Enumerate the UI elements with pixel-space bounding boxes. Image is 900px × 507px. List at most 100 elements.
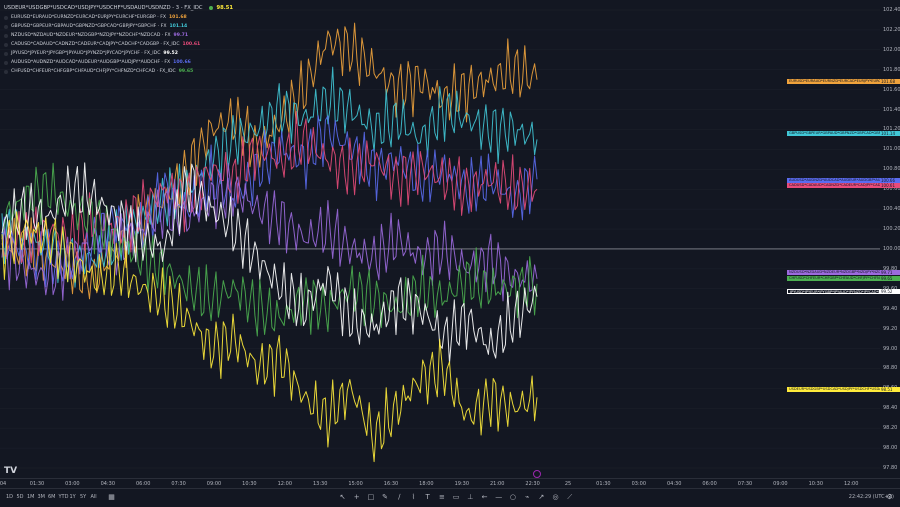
- series-icon: [4, 69, 8, 74]
- series-line: [1, 211, 538, 463]
- tradingview-logo[interactable]: TV: [4, 466, 18, 476]
- pin-icon[interactable]: ◎: [552, 493, 559, 501]
- y-tick-label: 101.60: [883, 86, 900, 93]
- series-icon: [4, 51, 8, 56]
- legend-value: 99.52: [163, 51, 178, 56]
- series-price-value: 100.61: [880, 182, 900, 188]
- x-tick-label: 04:30: [666, 481, 682, 487]
- x-tick-label: 04:30: [100, 481, 116, 487]
- x-tick-label: 07:30: [737, 481, 753, 487]
- pencil-icon[interactable]: ✎: [382, 493, 389, 501]
- series-icon: [4, 60, 8, 65]
- x-tick-label: 12:00: [843, 481, 859, 487]
- series-price-value: 101.68: [880, 78, 900, 84]
- polyline-icon[interactable]: ⌁: [524, 493, 530, 501]
- series-price-value: 101.14: [880, 130, 900, 136]
- series-price-label: CHFUSD*CHFEUR*CHFGBP*CHFAUD*CHFJPY*CHFNZ…: [787, 275, 880, 281]
- range-5d[interactable]: 5D: [16, 494, 24, 500]
- range-5y[interactable]: 5Y: [80, 494, 87, 500]
- chart-title-row: USDEUR*USDGBP*USDCAD*USDJPY*USDCHF*USDAU…: [4, 3, 233, 13]
- legend-item[interactable]: EURUSD*EURAUD*EURNZD*EURCAD*EURJPY*EURCH…: [4, 13, 233, 22]
- legend-item[interactable]: NZDUSD*NZDAUD*NZDEUR*NZDGBP*NZDJPY*NZDCH…: [4, 31, 233, 40]
- range-1y[interactable]: 1Y: [69, 494, 76, 500]
- chart-title-value: 98.51: [216, 5, 233, 11]
- legend-name: EURUSD*EURAUD*EURNZD*EURCAD*EURJPY*EURCH…: [11, 15, 166, 20]
- legend-name: JPYUSD*JPYEUR*JPYGBP*JPYAUD*JPYNZD*JPYCA…: [11, 51, 161, 56]
- y-tick-label: 100.00: [883, 245, 900, 252]
- measure-icon[interactable]: ⊥: [467, 493, 474, 501]
- text-icon[interactable]: T: [425, 493, 430, 501]
- clock[interactable]: 22:42:29 (UTC+2): [848, 494, 894, 500]
- series-price-label: NZDUSD*NZDAUD*NZDEUR*NZDGBP*NZDJPY*NZDCH…: [787, 269, 880, 275]
- time-axis[interactable]: 04 01:30 03:00 04:30 06:00 07:30 09:00 10:30 12:…: [0, 478, 900, 489]
- bottom-toolbar: 22:42:29 (UTC+2) 1D 5D 1M 3M 6M YTD 1Y 5Y All ▦ ↖ +…: [0, 488, 900, 507]
- y-tick-label: 99.80: [883, 266, 897, 272]
- legend-item[interactable]: CADUSD*CADAUD*CADNZD*CADEUR*CADJPY*CADCH…: [4, 40, 233, 49]
- legend-value: 100.66: [173, 60, 191, 65]
- price-axis[interactable]: 102.40 102.20 102.00 101.80 101.60 101.40 101.…: [880, 0, 900, 478]
- brush-icon[interactable]: ∕: [398, 493, 401, 501]
- series-icon: [4, 33, 8, 38]
- y-tick-label: 98.40: [883, 405, 898, 412]
- range-3m[interactable]: 3M: [37, 494, 46, 500]
- x-tick-label: 09:00: [206, 481, 222, 487]
- x-tick-label: 07:30: [171, 481, 186, 487]
- channel-icon[interactable]: ▭: [452, 493, 460, 501]
- x-tick-label: 13:30: [312, 481, 328, 487]
- series-price-label: JPYUSD*JPYEUR*JPYGBP*JPYAUD*JPYNZD*JPYCA…: [787, 288, 880, 294]
- y-tick-label: 100.80: [883, 166, 900, 173]
- ruler-icon[interactable]: ⟋: [567, 493, 573, 501]
- range-1m[interactable]: 1M: [27, 494, 35, 500]
- series-icon: [4, 24, 8, 29]
- path-icon[interactable]: ⌇: [411, 493, 416, 501]
- legend-value: 101.68: [168, 15, 187, 20]
- range-ytd[interactable]: YTD: [58, 494, 69, 500]
- x-tick-label: 04: [0, 481, 7, 487]
- y-tick-label: 101.80: [883, 66, 900, 73]
- y-tick-label: 99.40: [883, 305, 898, 312]
- calendar-icon[interactable]: ▦: [108, 493, 115, 501]
- trend-icon[interactable]: ↗: [538, 493, 545, 501]
- series-price-value: 99.65: [880, 275, 900, 281]
- settings-icon[interactable]: ⚙: [886, 493, 893, 501]
- x-tick-label: 16:30: [383, 481, 399, 487]
- y-tick-label: 100.40: [883, 206, 900, 213]
- x-tick-label: 21:00: [489, 481, 505, 487]
- legend-item[interactable]: JPYUSD*JPYEUR*JPYGBP*JPYAUD*JPYNZD*JPYCA…: [4, 49, 233, 58]
- legend-item[interactable]: AUDUSD*AUDNZD*AUDCAD*AUDEUR*AUDGBP*AUDJP…: [4, 58, 233, 67]
- range-6m[interactable]: 6M: [48, 494, 56, 500]
- x-tick-label: 03:00: [65, 481, 80, 487]
- x-tick-label: 19:30: [454, 481, 470, 487]
- visibility-icon[interactable]: [208, 6, 213, 10]
- y-tick-label: 101.00: [883, 146, 900, 153]
- circle-icon[interactable]: ○: [509, 493, 516, 501]
- x-tick-label: 25: [564, 481, 572, 487]
- fib-icon[interactable]: ≡: [438, 493, 445, 501]
- x-tick-label: 22:30: [525, 481, 540, 487]
- range-1d[interactable]: 1D: [6, 494, 14, 500]
- crosshair-icon[interactable]: +: [353, 493, 360, 501]
- legend-item[interactable]: GBPUSD*GBPEUR*GBPAUD*GBPNZD*GBPCAD*GBPJP…: [4, 22, 233, 31]
- series-price-label: EURUSD*EURAUD*EURNZD*EURCAD*EURJPY*EURCH…: [787, 78, 880, 84]
- legend-item[interactable]: CHFUSD*CHFEUR*CHFGBP*CHFAUD*CHFJPY*CHFNZ…: [4, 67, 233, 76]
- rectangle-icon[interactable]: □: [367, 493, 375, 501]
- x-tick-label: 09:00: [773, 481, 788, 487]
- y-tick-label: 98.80: [883, 365, 898, 372]
- legend-name: AUDUSD*AUDNZD*AUDCAD*AUDEUR*AUDGBP*AUDJP…: [11, 60, 171, 65]
- cursor-icon[interactable]: ↖: [339, 493, 346, 501]
- line-icon[interactable]: —: [495, 493, 503, 501]
- y-tick-label: 101.20: [883, 126, 900, 133]
- x-tick-label: 06:00: [135, 481, 151, 487]
- arrow-left-icon[interactable]: ←: [481, 493, 488, 501]
- series-price-label: USDEUR*USDGBP*USDCAD*USDJPY*USDCHF*USDAU…: [787, 386, 880, 392]
- y-tick-label: 101.40: [883, 106, 900, 113]
- range-all[interactable]: All: [90, 494, 97, 500]
- series-icon: [4, 15, 8, 20]
- x-tick-label: 10:30: [242, 481, 257, 487]
- chart-canvas[interactable]: [0, 0, 880, 478]
- series-price-value: 98.51: [880, 386, 900, 392]
- x-tick-label: 03:00: [631, 481, 647, 487]
- chart-title[interactable]: USDEUR*USDGBP*USDCAD*USDJPY*USDCHF*USDAU…: [4, 5, 203, 11]
- series-price-value: 99.71: [880, 269, 900, 275]
- y-tick-label: 99.00: [883, 345, 898, 352]
